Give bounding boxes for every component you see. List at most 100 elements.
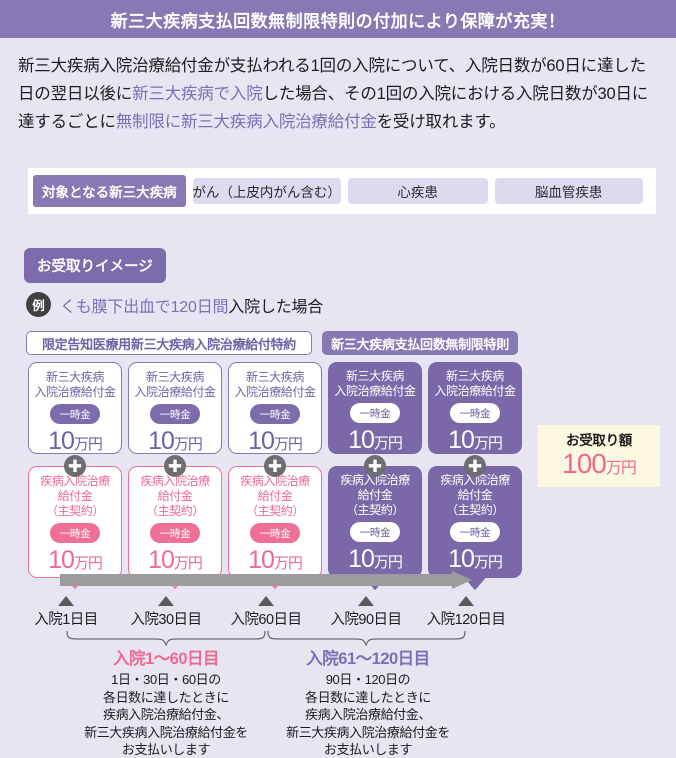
tick-marker-icon [458,596,474,606]
plus-icon: ✚ [264,455,286,477]
benefit-column: 新三大疾病 入院治療給付金 一時金 10万円 ✚ 疾病入院治療 給付金 （主契約） 一時金 10万… [328,362,422,590]
example-text: くも膜下出血で120日間入院した場合 [60,293,323,317]
caption-days-1-60: 入院1〜60日目 1日・30日・60日の 各日数に達したときに 疾病入院治療給付… [30,645,302,758]
card-sickness-hospitalization: 疾病入院治療 給付金 （主契約） 一時金 10万円 [328,466,422,590]
covered-diseases-label: 対象となる新三大疾病 [33,175,186,207]
group-label-rider: 限定告知医療用新三大疾病入院治療給付特約 [26,331,312,355]
tick-marker-icon [358,596,374,606]
tick-label: 入院1日目 [34,612,98,628]
example-badge-icon: 例 [26,292,51,317]
card-new-three-major-illness: 新三大疾病 入院治療給付金一時金 10万円 [428,362,522,454]
caption-left-line-1: 1日・30日・60日の [111,672,221,687]
page-title: 新三大疾病支払回数無制限特則の付加により保障が充実！ [0,0,676,38]
card-amount: 10万円 [348,426,403,454]
lump-sum-chip: 一時金 [249,404,301,424]
timeline-tick: 入院120日目 [406,596,526,629]
card-title: 新三大疾病 入院治療給付金 [134,370,216,399]
card-new-three-major-illness: 新三大疾病 入院治療給付金一時金 10万円 [328,362,422,454]
intro-text-3: を受け取れます。 [376,113,506,131]
total-payout-box: お受取り額 100万円 [538,425,660,487]
card-amount: 10万円 [248,427,303,455]
caption-right-line-4: 新三大疾病入院治療給付金を [286,724,450,740]
plus-icon: ✚ [364,455,386,477]
timeline-tick: 入院90日目 [306,596,426,629]
intro-emphasis-1: 新三大疾病で入院 [132,85,263,103]
plus-icon: ✚ [64,455,86,477]
caption-right-line-3: 疾病入院治療給付金、 [304,707,431,722]
plus-icon: ✚ [464,455,486,477]
card-amount: 10万円 [348,545,403,573]
covered-diseases-row: 対象となる新三大疾病 がん（上皮内がん含む） 心疾患 脳血管疾患 [28,168,656,214]
plus-icon: ✚ [164,455,186,477]
lump-sum-chip: 一時金 [349,403,401,423]
total-payout-label: お受取り額 [566,432,632,448]
caption-right-body: 90日・120日の 各日数に達したときに 疾病入院治療給付金、 新三大疾病入院治… [232,671,504,758]
lump-sum-chip: 一時金 [149,523,201,543]
intro-text-2: した場合、その1回の入院における入院日数が30日に達するごとに [18,85,649,131]
caption-right-line-5: お支払いします [323,742,413,757]
card-amount: 10万円 [148,546,203,574]
benefit-column: 新三大疾病 入院治療給付金 一時金 10万円 ✚ 疾病入院治療 給付金 （主契約） 一時金 10万… [128,362,222,589]
disease-pill-cerebrovascular: 脳血管疾患 [494,178,643,204]
card-sickness-hospitalization: 疾病入院治療 給付金 （主契約） 一時金 10万円 [128,466,222,589]
card-title: 疾病入院治療 給付金 （主契約） [340,473,410,517]
lump-sum-chip: 一時金 [449,522,501,542]
intro-text-1: 新三大疾病入院治療給付金が支払われる1回の入院について、入院日数が60日に達した… [18,57,646,103]
caption-left-line-3: 疾病入院治療給付金、 [102,707,229,722]
total-payout-amount: 100万円 [562,447,637,484]
benefit-column: 新三大疾病 入院治療給付金 一時金 10万円 ✚ 疾病入院治療 給付金 （主契約） 一時金 10万… [28,362,122,589]
timeline-ticks: 入院1日目 入院30日目 入院60日目 入院90日目 入院120日目 [0,596,676,630]
intro-paragraph: 新三大疾病入院治療給付金が支払われる1回の入院について、入院日数が60日に達した… [10,44,666,136]
card-sickness-hospitalization: 疾病入院治療 給付金 （主契約） 一時金 10万円 [428,466,522,590]
card-title: 新三大疾病 入院治療給付金 [334,369,416,398]
lump-sum-chip: 一時金 [49,523,101,543]
caption-left-body: 1日・30日・60日の 各日数に達したときに 疾病入院治療給付金、 新三大疾病入… [30,671,302,758]
timeline-tick: 入院30日目 [106,596,226,629]
card-title: 疾病入院治療 給付金 （主契約） [140,474,210,518]
card-new-three-major-illness: 新三大疾病 入院治療給付金 一時金 10万円 [128,362,222,455]
lump-sum-chip: 一時金 [349,522,401,542]
timeline-tick: 入院1日目 [6,596,126,629]
caption-left-line-5: お支払いします [121,742,211,757]
card-sickness-hospitalization: 疾病入院治療 給付金 （主契約） 一時金 10万円 [228,466,322,589]
tick-marker-icon [258,596,274,606]
caption-right-heading: 入院61〜120日目 [306,650,430,668]
lump-sum-chip: 一時金 [49,404,101,424]
section-tag-payout-image: お受取りイメージ [24,248,166,283]
tick-label: 入院120日目 [426,612,506,628]
card-new-three-major-illness: 新三大疾病 入院治療給付金 一時金 10万円 [228,362,322,455]
card-amount: 10万円 [48,427,103,455]
timeline-arrow [60,571,472,589]
caption-left-line-4: 新三大疾病入院治療給付金を [84,724,248,740]
card-sickness-hospitalization: 疾病入院治療 給付金 （主契約） 一時金 10万円 [28,466,122,589]
card-new-three-major-illness: 新三大疾病 入院治療給付金一時金 10万円 [28,362,122,455]
disease-pill-cancer: がん（上皮内がん含む） [192,178,341,204]
card-amount: 10万円 [248,546,303,574]
range-braces [0,630,676,647]
caption-right-line-2: 各日数に達したときに [304,689,431,705]
group-label-unlimited-special: 新三大疾病支払回数無制限特則 [322,331,518,355]
intro-emphasis-2: 無制限に新三大疾病入院治療給付金 [115,113,377,131]
example-highlight: くも膜下出血で120日間 [60,298,229,316]
card-title: 疾病入院治療 給付金 （主契約） [240,474,310,518]
total-payout-unit: 万円 [605,459,637,477]
card-amount: 10万円 [448,545,503,573]
benefit-column: 新三大疾病 入院治療給付金 一時金 10万円 ✚ 疾病入院治療 給付金 （主契約） 一時金 10万… [228,362,322,589]
lump-sum-chip: 一時金 [449,403,501,423]
tick-marker-icon [58,596,74,606]
disease-pill-heart: 心疾患 [347,178,488,204]
caption-left-line-2: 各日数に達したときに [102,689,229,705]
benefit-column: 新三大疾病 入院治療給付金 一時金 10万円 ✚ 疾病入院治療 給付金 （主契約） 一時金 10万… [428,362,522,590]
card-amount: 10万円 [48,546,103,574]
lump-sum-chip: 一時金 [249,523,301,543]
tick-label: 入院90日目 [330,612,402,628]
card-title: 新三大疾病 入院治療給付金 [34,370,116,399]
tick-label: 入院60日目 [230,612,302,628]
card-amount: 10万円 [148,427,203,455]
caption-right-line-1: 90日・120日の [325,672,411,687]
card-title: 新三大疾病 入院治療給付金 [434,369,516,398]
total-payout-number: 100 [562,447,607,479]
card-amount: 10万円 [448,426,503,454]
example-rest: 入院した場合 [228,298,324,316]
